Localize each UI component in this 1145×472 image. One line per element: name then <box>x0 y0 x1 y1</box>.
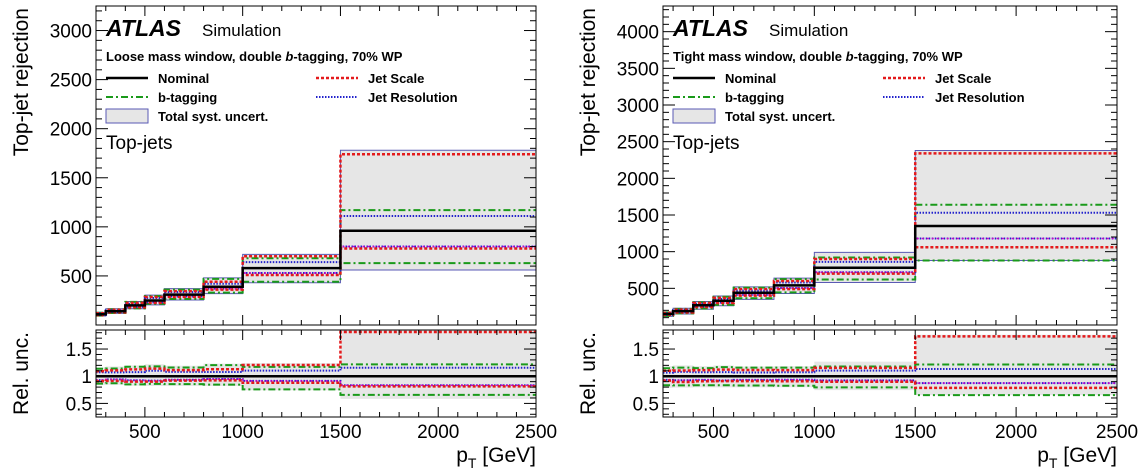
legend-label-btag: b-tagging <box>725 90 784 105</box>
legend-swatch-total <box>672 108 716 124</box>
y-tick-label: 1500 <box>617 206 659 227</box>
category-label: Top-jets <box>106 133 173 154</box>
atlas-label: ATLAS <box>105 15 182 41</box>
x-tick-label: 1000 <box>793 422 835 443</box>
y-tick-label: 3000 <box>617 96 659 117</box>
x-axis-label-unit: [GeV] <box>476 444 536 467</box>
x-axis-label-p: p <box>1037 444 1049 467</box>
series-btag-down <box>96 262 536 317</box>
series-nominal <box>96 229 536 316</box>
y-tick-label: 3500 <box>617 59 659 80</box>
total-syst-band <box>663 149 1117 317</box>
series-jer-down <box>96 245 536 316</box>
legend-label-btag: b-tagging <box>158 90 217 105</box>
ratio-y-axis-label: Rel. unc. <box>10 332 33 415</box>
y-tick-label: 2000 <box>50 120 92 141</box>
x-axis-label-sub: T <box>1049 455 1058 471</box>
main-frame <box>662 5 1118 326</box>
y-tick-label: 1500 <box>50 169 92 190</box>
y-axis-label: Top-jet rejection <box>577 8 600 156</box>
y-tick-label: 1000 <box>617 243 659 264</box>
x-tick-label: 2500 <box>515 422 557 443</box>
ratio-jes-down <box>96 379 536 388</box>
y-tick-label: 2000 <box>617 169 659 190</box>
ratio-y-tick-label: 1 <box>648 367 659 388</box>
ratio-btag-down <box>96 382 536 396</box>
legend-label-nominal: Nominal <box>158 71 209 86</box>
x-axis-label-unit: [GeV] <box>1057 444 1117 467</box>
selection-b: b <box>846 49 854 64</box>
x-tick-label: 500 <box>129 422 161 443</box>
selection-text: Loose mass window, double <box>106 49 285 64</box>
legend-label-jes: Jet Scale <box>368 71 424 86</box>
ratio-jer-up <box>663 367 1117 374</box>
ratio-btag-down <box>663 384 1117 397</box>
x-tick-label: 2500 <box>1096 422 1138 443</box>
selection-b: b <box>285 49 293 64</box>
y-axis-label: Top-jet rejection <box>10 8 33 156</box>
simulation-label: Simulation <box>769 21 848 40</box>
ratio-plot-area <box>96 330 536 399</box>
ratio-jes-up <box>663 335 1117 373</box>
ratio-btag-up <box>663 363 1117 370</box>
category-label: Top-jets <box>673 133 740 154</box>
legend-label-total: Total syst. uncert. <box>158 109 268 124</box>
atlas-label: ATLAS <box>672 15 749 41</box>
ratio-total-band <box>96 330 536 399</box>
ratio-btag-up <box>96 363 536 370</box>
total-syst-band <box>96 149 536 317</box>
x-axis-label: pT [GeV] <box>456 444 536 471</box>
series-jer-down <box>663 237 1117 316</box>
y-tick-label: 1000 <box>50 218 92 239</box>
simulation-label: Simulation <box>202 21 281 40</box>
ratio-jes-down <box>663 379 1117 390</box>
ratio-frame <box>95 329 537 418</box>
y-tick-label: 3000 <box>50 22 92 43</box>
legend-label-total: Total syst. uncert. <box>725 109 835 124</box>
ratio-y-tick-label: 1 <box>81 367 92 388</box>
selection-tail: -tagging, 70% WP <box>854 49 963 64</box>
series-btag-up <box>96 209 536 314</box>
ratio-frame <box>662 329 1118 418</box>
ratio-y-tick-label: 1.5 <box>66 340 92 361</box>
x-tick-label: 2000 <box>417 422 459 443</box>
x-axis-label: pT [GeV] <box>1037 444 1117 471</box>
x-tick-label: 2000 <box>995 422 1037 443</box>
legend-label-jes: Jet Scale <box>935 71 991 86</box>
ratio-y-axis-label: Rel. unc. <box>577 332 600 415</box>
series-jer-up <box>96 215 536 315</box>
legend-swatch-total <box>105 108 149 124</box>
main-plot-area <box>663 149 1117 317</box>
y-tick-label: 500 <box>627 279 659 300</box>
legend-label-jer: Jet Resolution <box>935 90 1025 105</box>
legend-label-jer: Jet Resolution <box>368 90 458 105</box>
ratio-plot-area <box>663 334 1117 397</box>
x-tick-label: 1500 <box>319 422 361 443</box>
series-nominal <box>663 224 1117 316</box>
x-axis-label-p: p <box>456 444 468 467</box>
main-frame <box>95 5 537 326</box>
series-jer-up <box>663 211 1117 315</box>
ratio-y-tick-label: 0.5 <box>66 394 92 415</box>
x-tick-label: 1500 <box>894 422 936 443</box>
x-axis-label-sub: T <box>468 455 477 471</box>
selection-label: Loose mass window, double b-tagging, 70%… <box>106 49 403 64</box>
x-tick-label: 500 <box>698 422 730 443</box>
legend-label-nominal: Nominal <box>725 71 776 86</box>
x-tick-label: 1000 <box>222 422 264 443</box>
ratio-jes-up <box>96 330 536 373</box>
y-tick-label: 4000 <box>617 23 659 44</box>
y-tick-label: 2500 <box>50 71 92 92</box>
y-tick-label: 2500 <box>617 133 659 154</box>
ratio-y-tick-label: 1.5 <box>633 340 659 361</box>
selection-label: Tight mass window, double b-tagging, 70%… <box>673 49 963 64</box>
ratio-y-tick-label: 0.5 <box>633 394 659 415</box>
selection-tail: -tagging, 70% WP <box>293 49 402 64</box>
y-tick-label: 500 <box>60 267 92 288</box>
selection-text: Tight mass window, double <box>673 49 846 64</box>
main-plot-area <box>96 149 536 317</box>
